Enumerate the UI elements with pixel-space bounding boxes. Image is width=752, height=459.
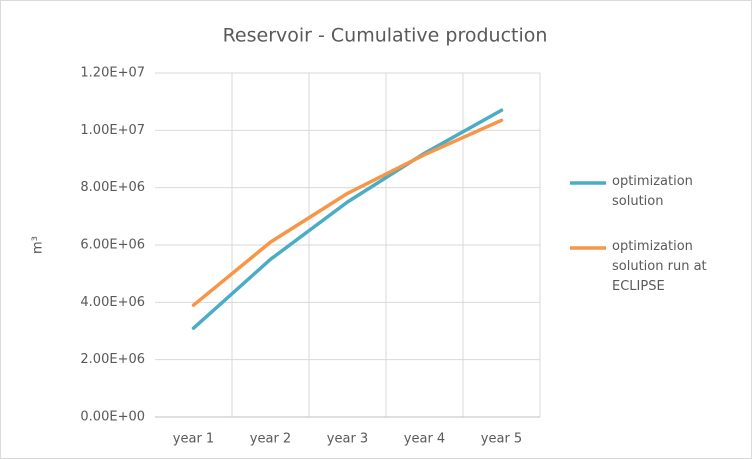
series-line [191,108,504,330]
y-tick-label: 4.00E+06 [80,295,145,310]
series-line [191,118,504,307]
x-tick-label: year 3 [327,432,368,447]
legend-label: optimization solution [612,174,693,209]
chart-title: Reservoir - Cumulative production [223,25,548,47]
y-tick-label: 2.00E+06 [80,352,145,367]
x-tick-label: year 2 [250,432,291,447]
x-tick-label: year 4 [404,432,445,447]
x-tick-label: year 5 [481,432,522,447]
y-tick-label: 1.00E+07 [80,123,145,138]
y-tick-label: 0.00E+00 [80,410,145,425]
x-tick-label: year 1 [173,432,214,447]
y-tick-label: 1.20E+07 [80,66,145,81]
legend-label: optimization solution run at ECLIPSE [612,239,707,294]
y-tick-label: 8.00E+06 [80,180,145,195]
y-tick-label: 6.00E+06 [80,238,145,253]
y-axis-label: m³ [31,236,46,254]
